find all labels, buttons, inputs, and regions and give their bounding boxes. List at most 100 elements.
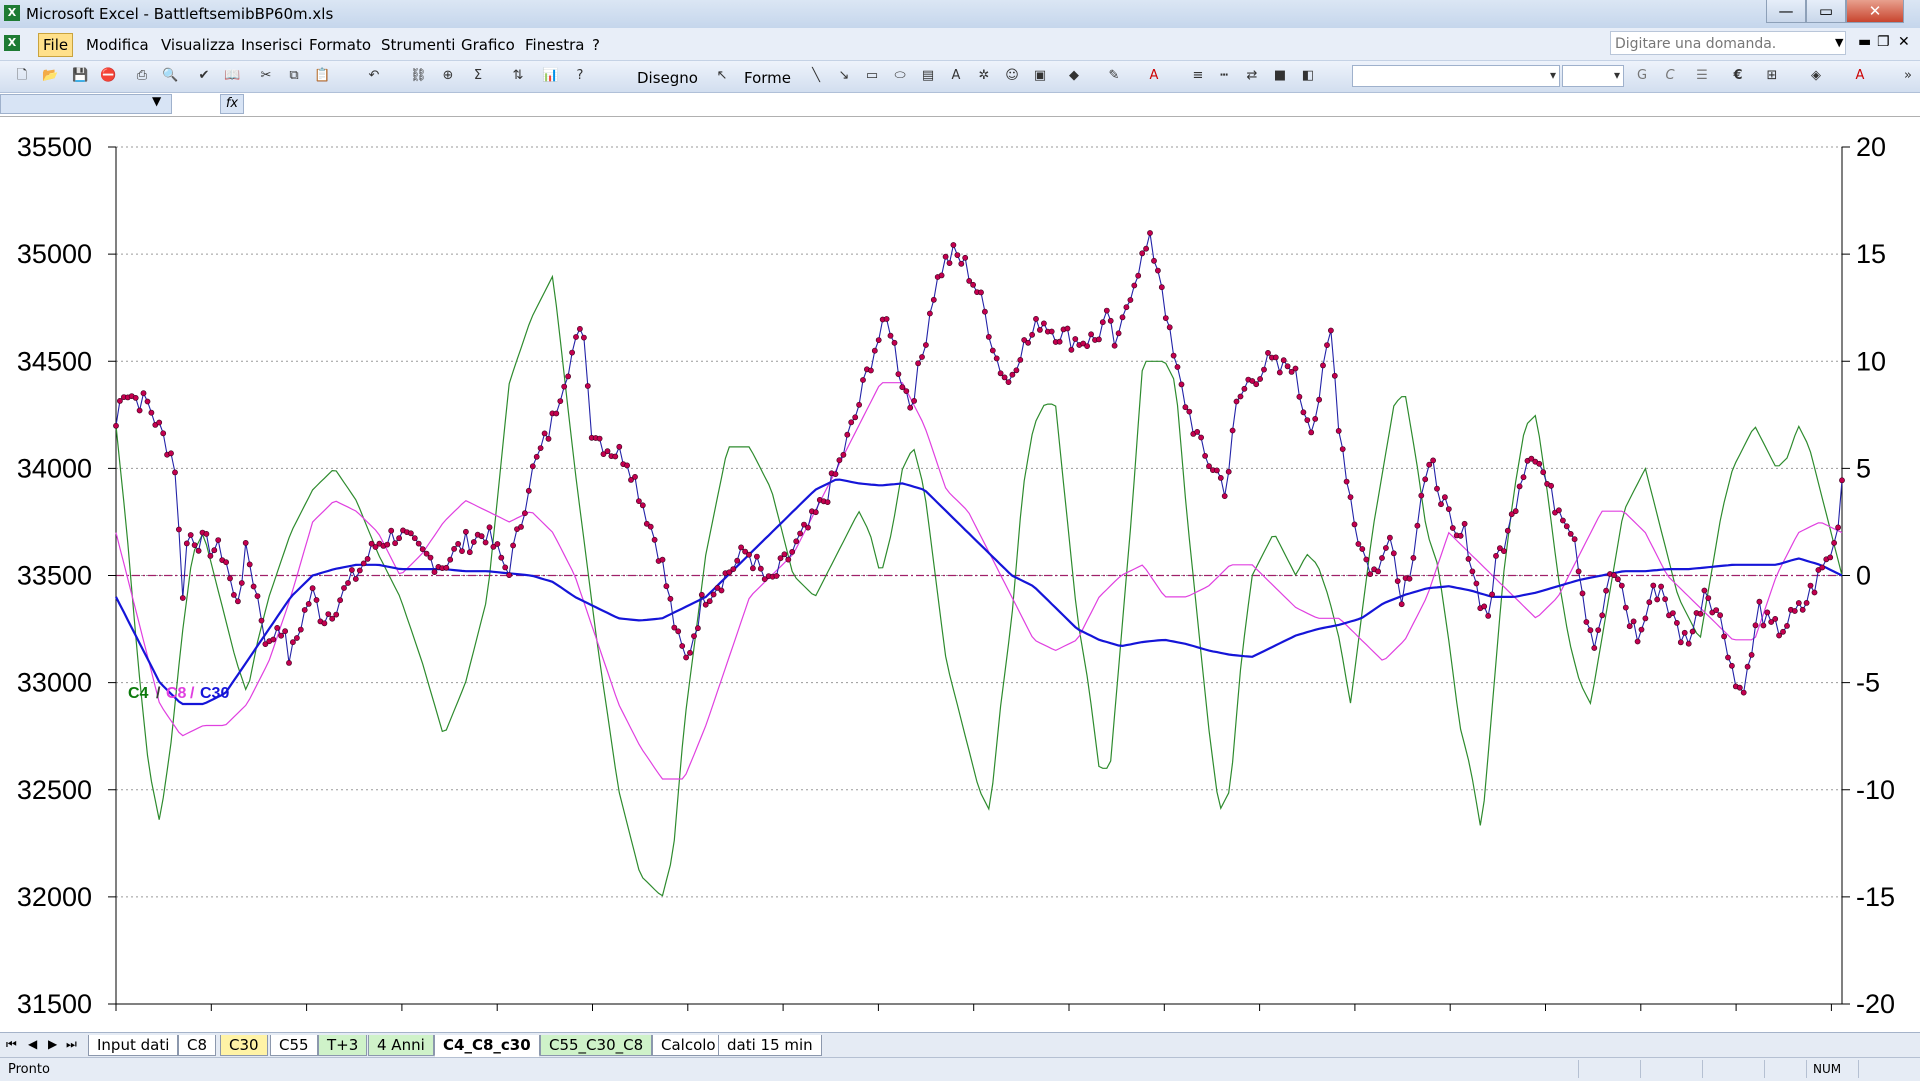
sheet-tab[interactable]: Input dati [88, 1035, 179, 1056]
shadow-icon[interactable]: ■ [1273, 68, 1287, 83]
doc-close-button[interactable]: ✕ [1898, 34, 1910, 50]
select-pointer-icon[interactable]: ↖ [716, 68, 728, 83]
undo-icon[interactable]: ↶ [368, 68, 380, 83]
chart-sheet[interactable]: 31500 32000 32500 33000 33500 34000 34500 35000… [0, 117, 1920, 1032]
font-name-dropdown[interactable] [1352, 65, 1560, 87]
last-sheet-icon[interactable]: ⏭ [66, 1037, 77, 1051]
print-preview-icon[interactable]: 🔍 [162, 68, 179, 83]
research-icon[interactable]: 📖 [224, 68, 241, 83]
doc-restore-button[interactable]: ❐ [1877, 34, 1890, 50]
chart-wizard-icon[interactable]: 📊 [542, 68, 559, 83]
line-style-icon[interactable]: ≡ [1192, 68, 1204, 83]
sheet-tab[interactable]: dati 15 min [718, 1035, 822, 1056]
sheet-tab[interactable]: C30 [220, 1035, 268, 1056]
dash-style-icon[interactable]: ┅ [1220, 68, 1228, 83]
first-sheet-icon[interactable]: ⏮ [6, 1037, 17, 1051]
left-tick-label: 31500 [17, 989, 92, 1019]
sheet-tab[interactable]: 4 Anni [368, 1035, 434, 1056]
disegno-menu[interactable]: Disegno [637, 69, 698, 87]
prev-sheet-icon[interactable]: ◀ [28, 1037, 38, 1051]
picture-icon[interactable]: ▣ [1033, 68, 1047, 83]
help-icon[interactable]: ? [576, 68, 584, 83]
open-folder-icon[interactable]: 📂 [42, 68, 59, 83]
cut-icon[interactable]: ✂ [260, 68, 272, 83]
menu-finestra[interactable]: Finestra [525, 36, 585, 54]
textbox-icon[interactable]: ▤ [921, 68, 935, 83]
spelling-icon[interactable]: ✔ [198, 68, 210, 83]
price-point [915, 360, 921, 367]
rectangle-icon[interactable]: ▭ [865, 68, 879, 83]
sheet-tab[interactable]: Calcolo [652, 1035, 725, 1056]
paste-icon[interactable]: 📋 [314, 68, 331, 83]
map-icon[interactable]: ⊕ [442, 68, 454, 83]
clipart-icon[interactable]: ☺ [1005, 68, 1019, 83]
minimize-button[interactable]: — [1766, 0, 1806, 23]
price-point [860, 377, 866, 383]
line-color-icon[interactable]: ✎ [1108, 68, 1120, 83]
arrow-icon[interactable]: ↘ [838, 68, 850, 83]
3d-icon[interactable]: ◧ [1301, 68, 1315, 83]
text-color-icon[interactable]: A [1855, 68, 1865, 83]
menu-modifica[interactable]: Modifica [86, 36, 149, 54]
line-icon[interactable]: ╲ [812, 68, 820, 83]
close-button[interactable]: ✕ [1846, 0, 1904, 23]
excel-app-icon[interactable]: X [4, 5, 20, 21]
menu-grafico[interactable]: Grafico [461, 36, 515, 54]
maximize-button[interactable]: ▭ [1806, 0, 1846, 23]
line-chart[interactable]: 31500 32000 32500 33000 33500 34000 34500 35000… [0, 117, 1920, 1032]
price-point [671, 624, 678, 631]
menu-help[interactable]: ? [592, 36, 600, 54]
save-icon[interactable]: 💾 [72, 68, 89, 83]
right-tick-label: -20 [1856, 989, 1895, 1019]
name-box[interactable] [0, 94, 172, 114]
fill-color-icon[interactable]: ◆ [1069, 68, 1079, 83]
toolbar-options-icon[interactable]: » [1904, 68, 1912, 83]
wordart-icon[interactable]: A [951, 68, 961, 83]
oval-icon[interactable]: ⬭ [894, 68, 906, 83]
sheet-tab[interactable]: C55 [270, 1035, 318, 1056]
price-point [1233, 398, 1240, 405]
price-point [1406, 575, 1413, 582]
copy-icon[interactable]: ⧉ [289, 68, 299, 83]
permission-icon[interactable]: ⛔ [100, 68, 117, 83]
sheet-tab[interactable]: C4_C8_c30 [434, 1035, 540, 1057]
insert-function-button[interactable]: fx [220, 94, 244, 114]
italic-button[interactable]: C [1665, 68, 1675, 83]
chevron-down-icon[interactable]: ▼ [1835, 36, 1844, 49]
menu-strumenti[interactable]: Strumenti [381, 36, 456, 54]
price-point [490, 543, 497, 550]
diagram-icon[interactable]: ✲ [978, 68, 990, 83]
new-file-icon[interactable]: 🗋 [16, 68, 28, 83]
autosum-icon[interactable]: Σ [473, 68, 483, 83]
bold-button[interactable]: G [1636, 68, 1648, 83]
price-point [679, 643, 686, 649]
next-sheet-icon[interactable]: ▶ [48, 1037, 58, 1051]
price-point [187, 532, 194, 538]
print-icon[interactable]: ⎙ [136, 68, 148, 83]
price-point [628, 476, 634, 483]
price-point [1725, 654, 1731, 661]
workbook-icon[interactable]: X [4, 35, 20, 51]
menu-formato[interactable]: Formato [309, 36, 372, 54]
insert-hyperlink-icon[interactable]: ⛓ [410, 68, 427, 83]
sheet-tab[interactable]: T+3 [318, 1035, 368, 1056]
font-color-icon[interactable]: A [1149, 68, 1159, 83]
menu-file[interactable]: File [38, 33, 74, 57]
menu-visualizza[interactable]: Visualizza [161, 36, 235, 54]
sheet-tab[interactable]: C55_C30_C8 [540, 1035, 653, 1056]
forme-menu[interactable]: Forme [744, 69, 792, 87]
price-point [868, 367, 874, 374]
doc-minimize-button[interactable]: ▬ [1858, 34, 1872, 50]
price-point [1497, 545, 1503, 552]
sheet-tab[interactable]: C8 [178, 1035, 217, 1056]
fill-bucket-icon[interactable]: ◈ [1811, 68, 1821, 83]
arrow-style-icon[interactable]: ⇄ [1246, 68, 1258, 83]
help-question-input[interactable]: Digitare una domanda. [1610, 31, 1846, 55]
sort-icon[interactable]: ⇅ [512, 68, 524, 83]
align-center-icon[interactable]: ☰ [1696, 68, 1708, 83]
borders-icon[interactable]: ⊞ [1766, 68, 1778, 83]
chevron-down-icon[interactable]: ▼ [152, 94, 162, 108]
euro-button[interactable]: € [1733, 68, 1743, 83]
font-size-dropdown[interactable] [1562, 65, 1624, 87]
menu-inserisci[interactable]: Inserisci [241, 36, 303, 54]
